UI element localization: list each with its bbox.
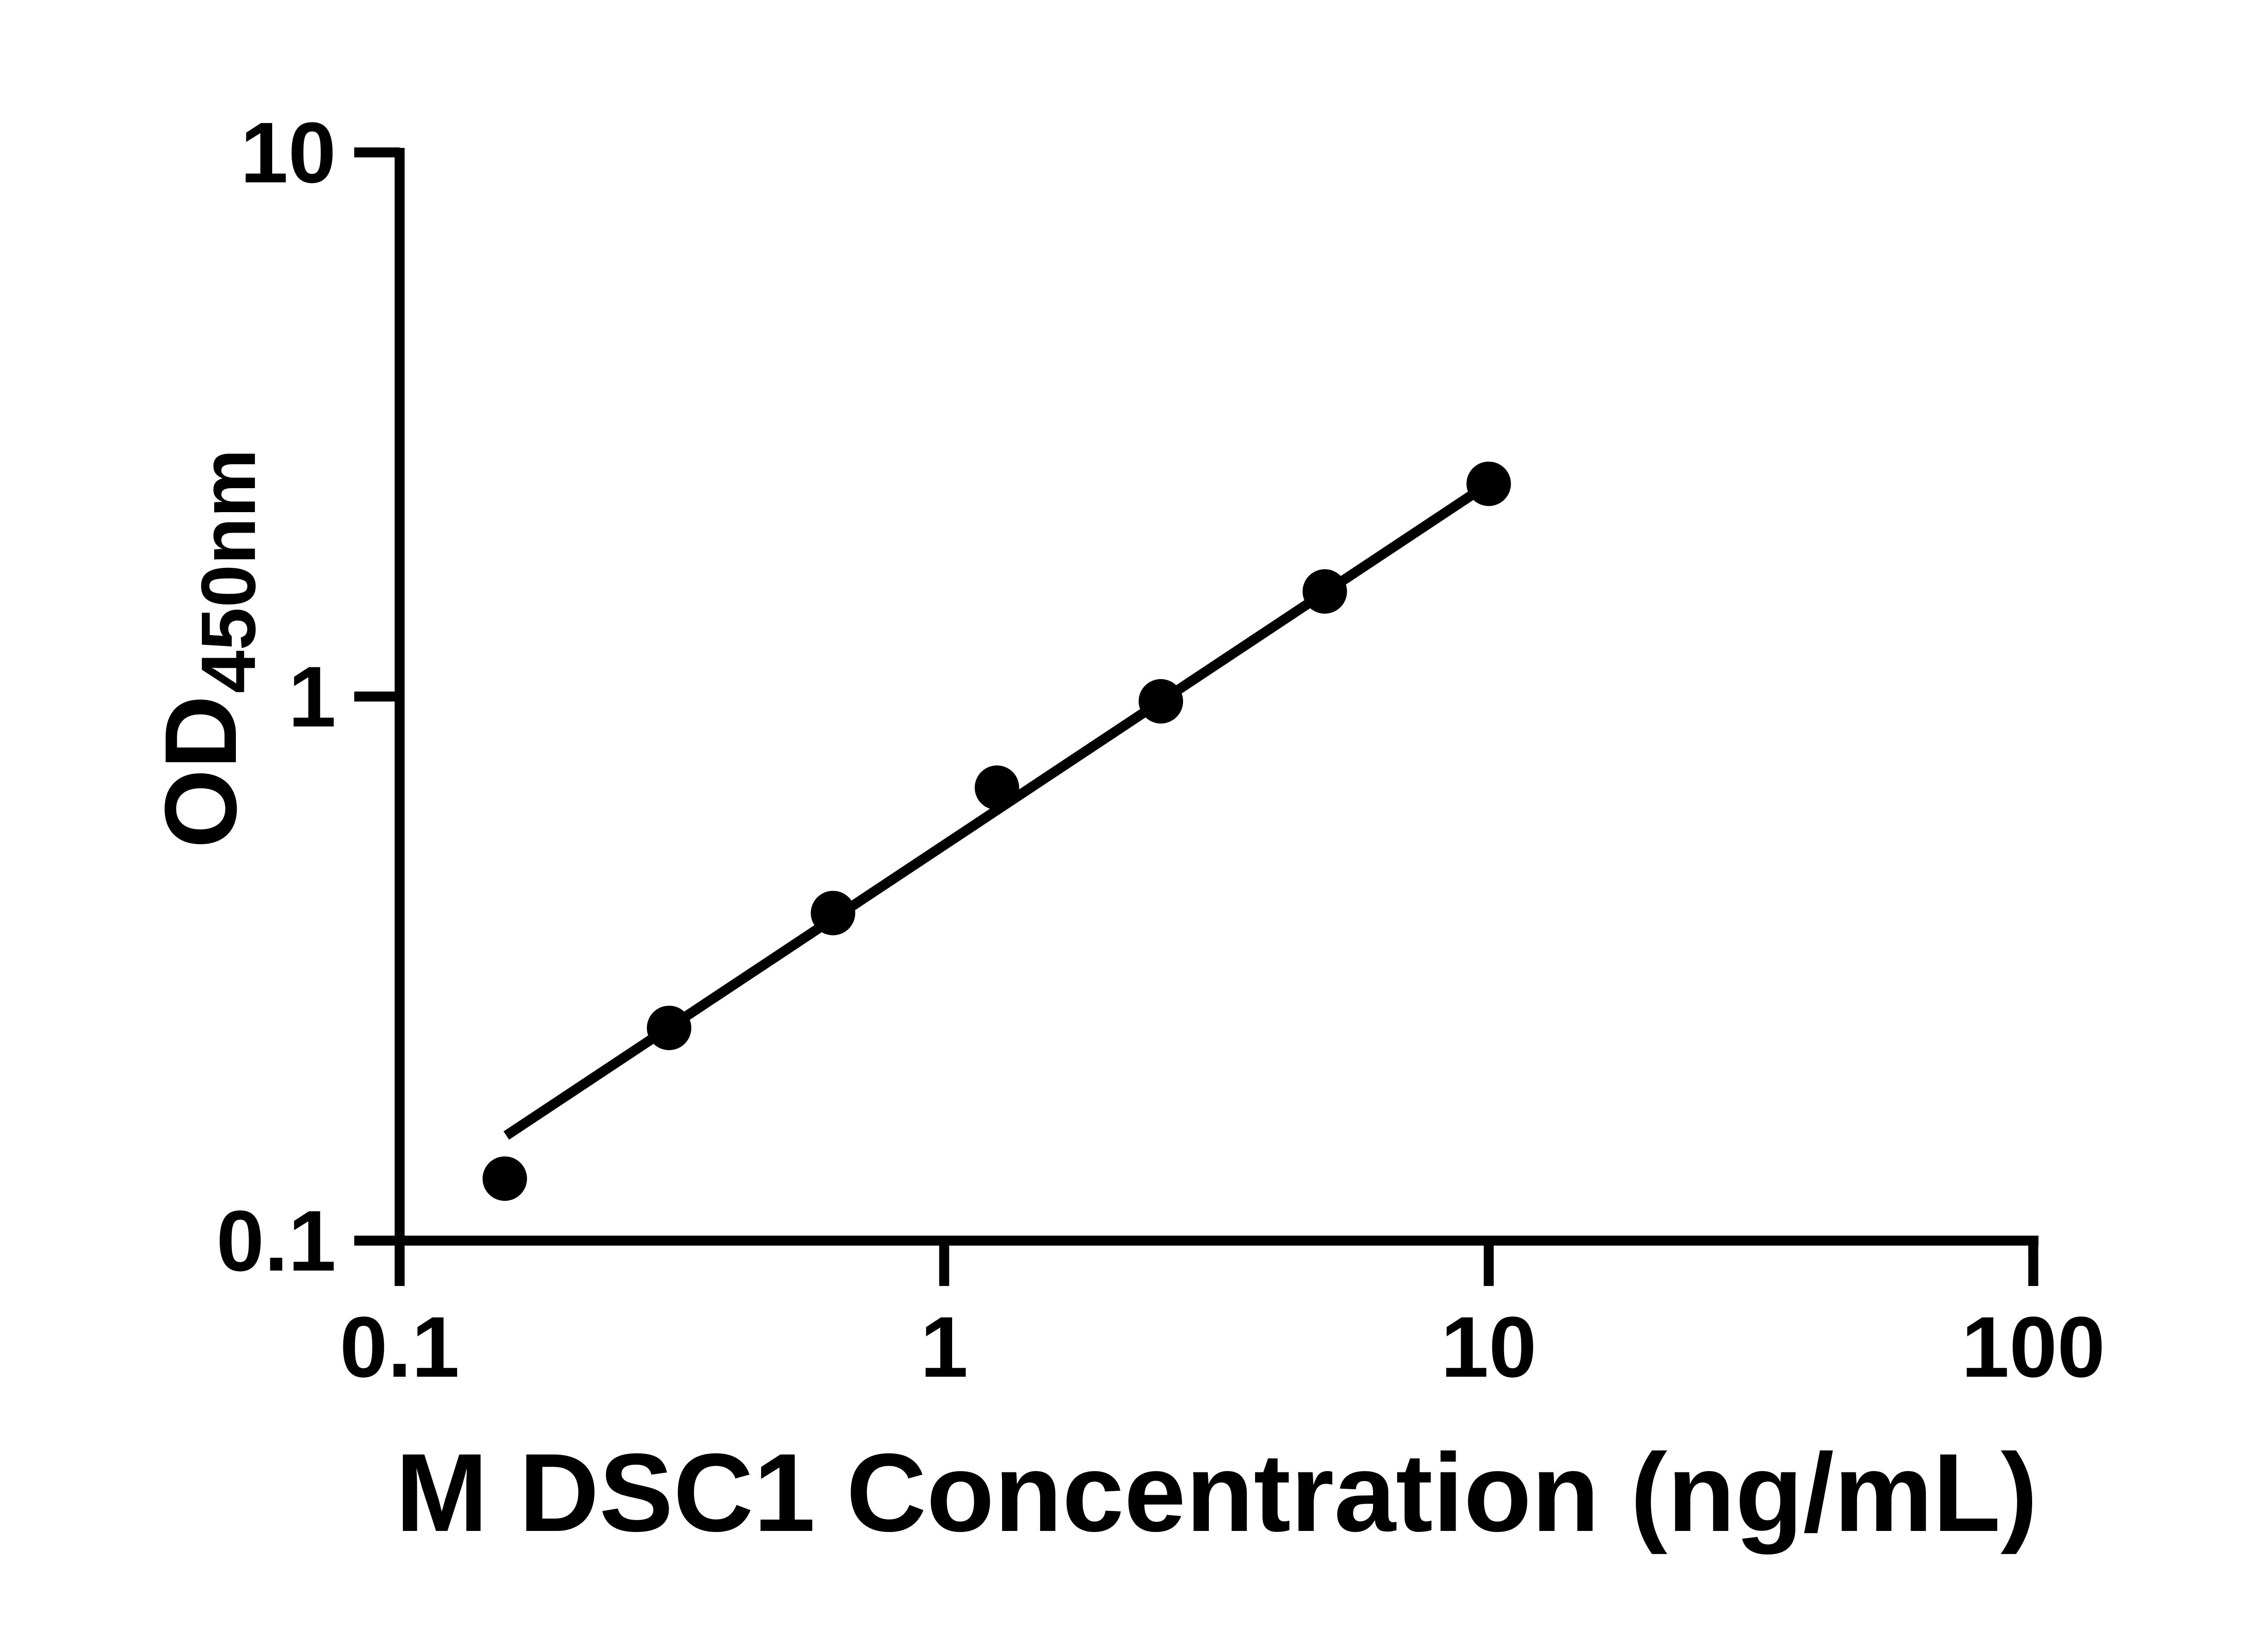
y-tick-label: 10 <box>240 105 336 201</box>
x-tick-label: 10 <box>1441 1299 1536 1395</box>
data-point <box>811 890 855 935</box>
y-tick-label: 0.1 <box>216 1193 336 1289</box>
data-point <box>1302 569 1347 614</box>
data-point <box>1139 679 1183 724</box>
data-point <box>647 1006 692 1051</box>
data-point <box>1466 461 1511 506</box>
plot-dynamic-layer: 0.1 1 10 100 10 1 0.1 <box>216 105 2105 1395</box>
x-axis-title: M DSC1 Concentration (ng/mL) <box>396 1430 2038 1555</box>
x-tick-label: 1 <box>920 1299 968 1395</box>
y-axis-title-main: OD <box>143 695 258 849</box>
y-tick-label: 1 <box>288 649 336 745</box>
y-axis-title-subscript: 450nm <box>186 449 272 694</box>
x-tick-label: 100 <box>1961 1299 2105 1395</box>
y-axis-title: OD 450nm <box>143 449 272 849</box>
x-tick-label: 0.1 <box>340 1299 459 1395</box>
data-point <box>482 1156 527 1201</box>
data-point <box>974 765 1019 810</box>
